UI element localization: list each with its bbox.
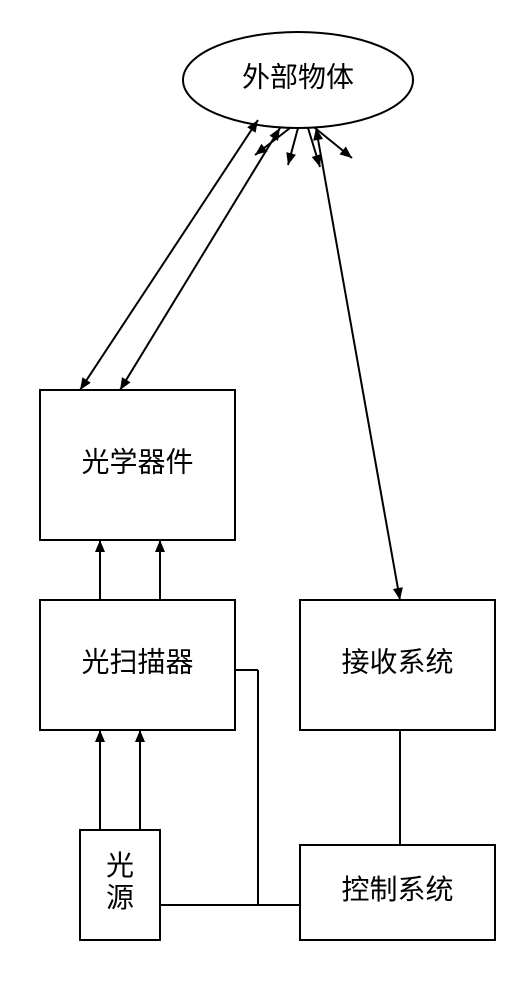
- optics-label: 光学器件: [81, 446, 193, 478]
- receiver-node: 接收系统: [300, 600, 495, 730]
- controller-label: 控制系统: [341, 874, 453, 906]
- receiver-label: 接收系统: [341, 646, 453, 678]
- scanner-label: 光扫描器: [81, 646, 193, 678]
- optics-node: 光学器件: [40, 390, 235, 540]
- scanner-node: 光扫描器: [40, 600, 235, 730]
- controller-node: 控制系统: [300, 845, 495, 940]
- external_object-node: 外部物体: [183, 32, 413, 128]
- external_object-label: 外部物体: [242, 61, 354, 93]
- light_source-label: 光源: [106, 850, 134, 914]
- light_source-node: 光源: [80, 830, 160, 940]
